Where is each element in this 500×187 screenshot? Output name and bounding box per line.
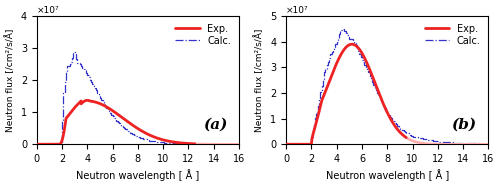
Exp. <box>192 143 198 145</box>
Exp. <box>294 143 300 145</box>
Calc. <box>102 105 108 108</box>
Calc. <box>34 143 40 145</box>
Line: Calc.: Calc. <box>286 29 488 144</box>
Exp. <box>84 99 90 102</box>
Calc. <box>90 85 96 87</box>
Exp. <box>349 43 355 45</box>
Calc. <box>227 143 233 145</box>
Calc. <box>340 28 346 30</box>
Exp. <box>283 143 289 145</box>
Exp. <box>403 136 409 139</box>
Exp. <box>94 102 100 104</box>
Y-axis label: Neutron flux [/cm²/s/Å]: Neutron flux [/cm²/s/Å] <box>255 28 264 132</box>
Exp. <box>316 108 322 110</box>
Exp. <box>84 99 90 102</box>
Line: Calc.: Calc. <box>37 53 239 144</box>
Calc. <box>214 143 220 145</box>
X-axis label: Neutron wavelength [ Å ]: Neutron wavelength [ Å ] <box>326 170 449 181</box>
Calc. <box>236 143 242 145</box>
Exp. <box>348 43 354 45</box>
Exp. <box>34 143 40 145</box>
Legend: Exp., Calc.: Exp., Calc. <box>172 21 234 49</box>
Exp. <box>47 143 53 145</box>
Exp. <box>180 142 186 144</box>
Calc. <box>70 51 76 54</box>
Y-axis label: Neutron flux [/cm²/s/Å]: Neutron flux [/cm²/s/Å] <box>6 28 16 132</box>
Line: Exp.: Exp. <box>286 44 406 144</box>
Exp. <box>326 80 332 83</box>
Calc. <box>352 42 358 45</box>
Calc. <box>283 143 289 145</box>
Calc. <box>203 143 209 145</box>
Calc. <box>110 115 116 117</box>
Exp. <box>365 65 371 67</box>
Line: Exp.: Exp. <box>37 100 194 144</box>
Exp. <box>176 142 182 144</box>
Calc. <box>462 142 468 144</box>
Calc. <box>359 59 365 61</box>
Calc. <box>486 143 492 145</box>
Calc. <box>476 142 482 145</box>
Text: ×10⁷: ×10⁷ <box>37 6 60 15</box>
Legend: Exp., Calc.: Exp., Calc. <box>422 21 484 49</box>
Exp. <box>192 143 198 145</box>
Text: (a): (a) <box>202 117 227 131</box>
X-axis label: Neutron wavelength [ Å ]: Neutron wavelength [ Å ] <box>76 170 200 181</box>
Exp. <box>391 123 397 125</box>
Text: (b): (b) <box>452 117 476 131</box>
Calc. <box>338 28 344 31</box>
Text: ×10⁷: ×10⁷ <box>286 6 309 15</box>
Calc. <box>452 142 458 144</box>
